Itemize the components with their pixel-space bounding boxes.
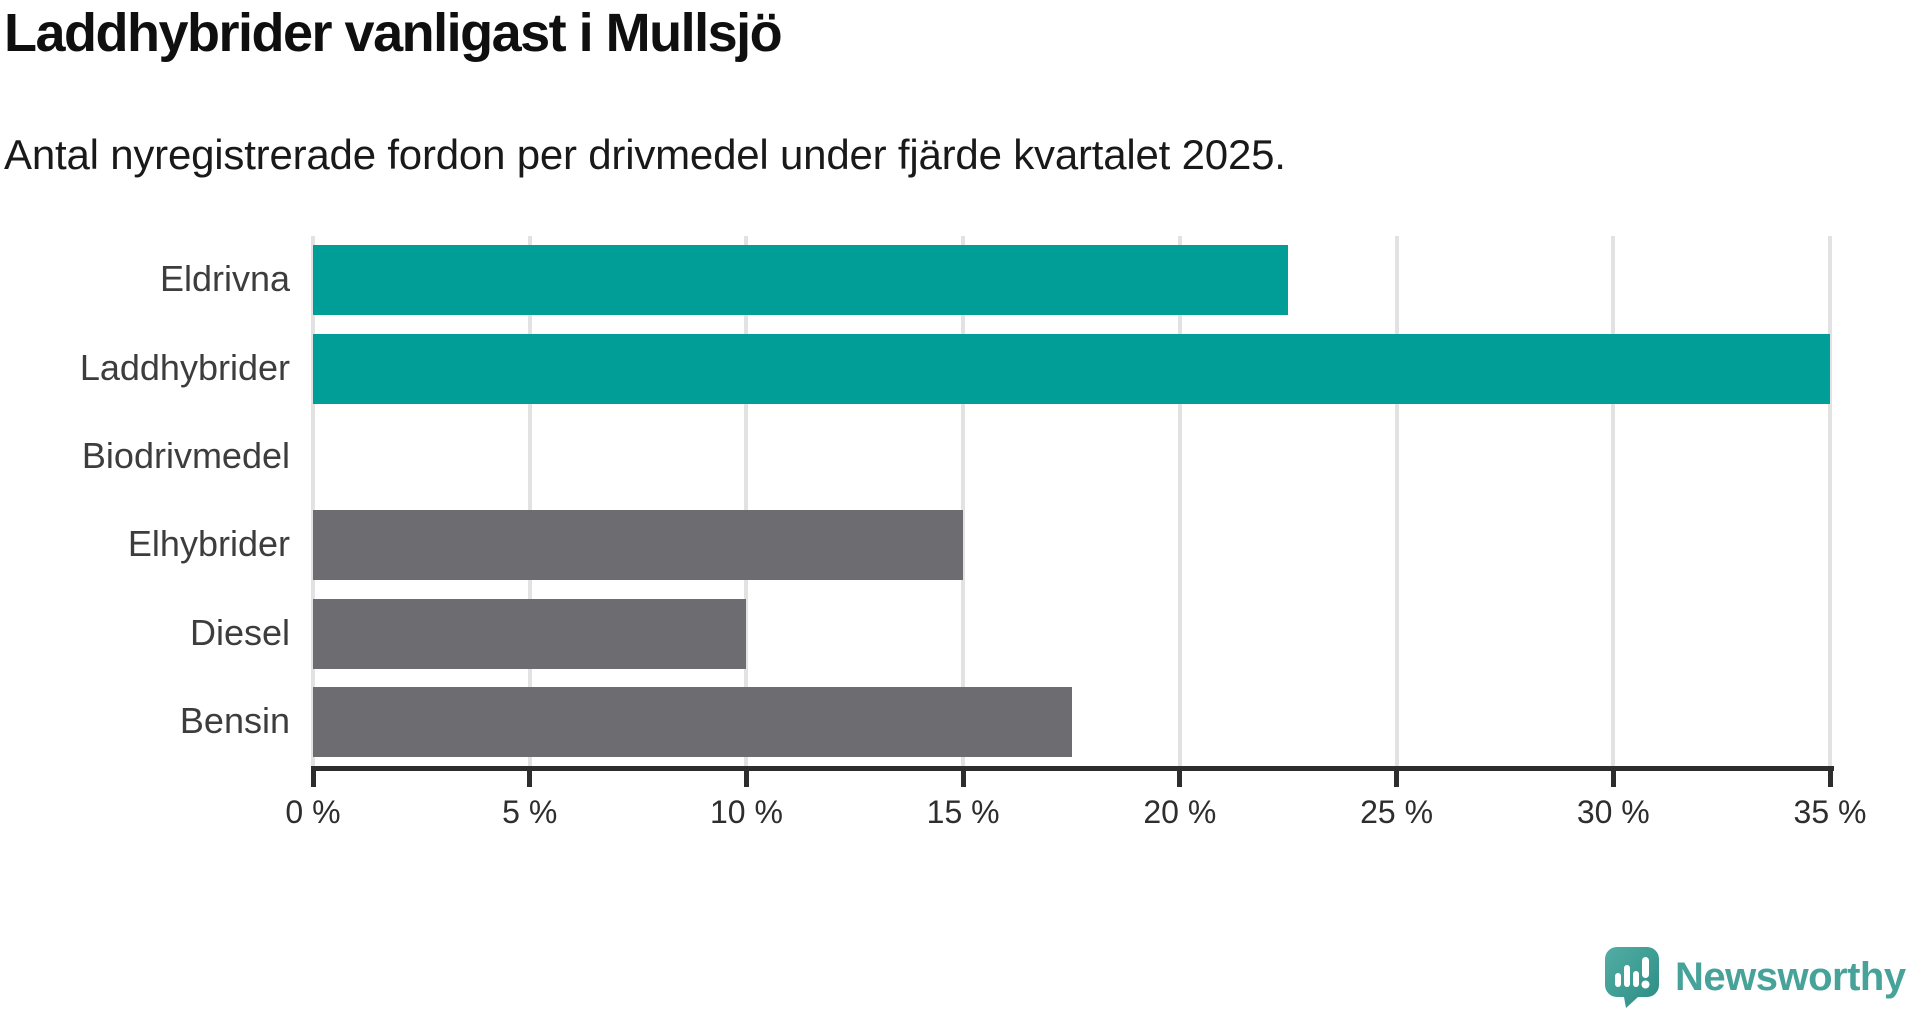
x-axis-tick-label-35%: 35 % (1793, 794, 1867, 830)
bar-eldrivna (313, 245, 1289, 316)
x-axis-tick-25% (1394, 766, 1400, 787)
x-axis-tick-label-25%: 25 % (1360, 794, 1434, 830)
chart-title: Laddhybrider vanligast i Mullsjö (4, 3, 783, 63)
gridline-5% (527, 236, 532, 766)
chart-subtitle: Antal nyregistrerade fordon per drivmede… (4, 131, 1286, 178)
bar-bensin (313, 686, 1072, 757)
x-axis-tick-5% (527, 766, 533, 787)
x-axis-tick-label-30%: 30 % (1576, 794, 1650, 830)
category-label-diesel: Diesel (189, 611, 290, 653)
x-axis-tick-label-20%: 20 % (1143, 794, 1217, 830)
newsworthy-logo-icon (1605, 947, 1659, 1008)
x-axis-tick-label-15%: 15 % (926, 794, 1000, 830)
x-axis-tick-20% (1177, 766, 1183, 787)
x-axis-tick-10% (743, 766, 749, 787)
gridline-10% (744, 236, 749, 766)
newsworthy-logo: Newsworthy (1604, 946, 1906, 1008)
bar-laddhybrider (313, 333, 1830, 404)
category-label-elhybrider: Elhybrider (127, 523, 290, 565)
category-label-laddhybrider: Laddhybrider (79, 346, 290, 388)
x-axis-tick-label-0%: 0 % (285, 794, 341, 830)
x-axis-line (311, 766, 1834, 771)
gridline-25% (1394, 236, 1399, 766)
x-axis-tick-label-10%: 10 % (709, 794, 783, 830)
x-axis-tick-15% (960, 766, 966, 787)
x-axis-tick-35% (1827, 766, 1833, 787)
x-axis-tick-0% (310, 766, 316, 787)
bar-elhybrider (313, 510, 964, 581)
category-label-biodrivmedel: Biodrivmedel (81, 434, 290, 476)
gridline-30% (1611, 236, 1616, 766)
gridline-15% (961, 236, 966, 766)
x-axis-tick-label-5%: 5 % (502, 794, 558, 830)
category-labels-group: Eldrivna Laddhybrider Biodrivmedel Elhybrid… (0, 236, 290, 766)
category-label-bensin: Bensin (179, 699, 290, 741)
gridline-0% (311, 236, 315, 766)
newsworthy-logo-text: Newsworthy (1675, 955, 1906, 999)
gridline-35% (1828, 236, 1832, 766)
bar-diesel (313, 598, 747, 669)
bar-chart-plot-area (311, 236, 1832, 766)
x-axis-tick-30% (1610, 766, 1616, 787)
gridline-20% (1177, 236, 1182, 766)
category-label-eldrivna: Eldrivna (159, 258, 290, 300)
